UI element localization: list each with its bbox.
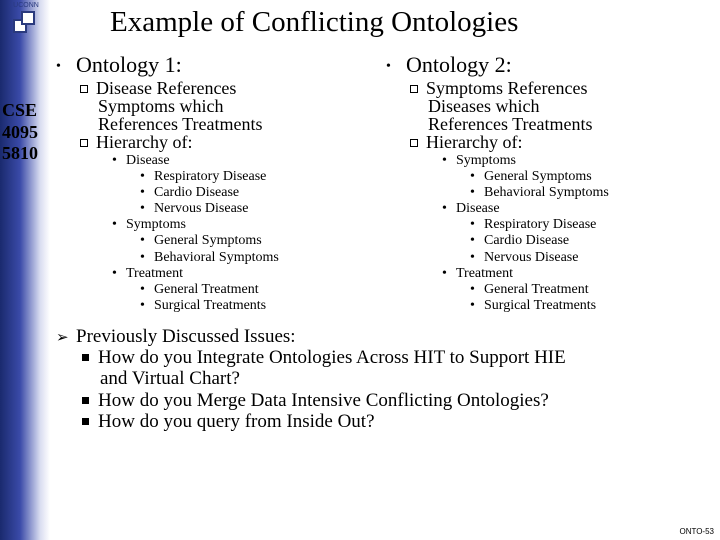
course-line-1: CSE: [2, 100, 38, 122]
issue-3: How do you query from Inside Out?: [56, 411, 716, 432]
ont2-ref-line3: References Treatments: [386, 115, 708, 133]
ont1-ref-line3: References Treatments: [56, 115, 378, 133]
issue-2: How do you Merge Data Intensive Conflict…: [56, 390, 716, 411]
issues-heading: ➢Previously Discussed Issues:: [56, 326, 716, 347]
ont1-ref-line1: Disease References: [56, 79, 378, 97]
ontology-2-heading: •Ontology 2:: [386, 52, 708, 78]
slide-title: Example of Conflicting Ontologies: [110, 6, 518, 39]
ontology-1-column: •Ontology 1: Disease References Symptoms…: [56, 52, 386, 314]
ont1-tree: •Disease •Respiratory Disease •Cardio Di…: [56, 153, 378, 314]
issue-1-line2: and Virtual Chart?: [56, 368, 716, 389]
ontology-2-column: •Ontology 2: Symptoms References Disease…: [386, 52, 716, 314]
slide-content: •Ontology 1: Disease References Symptoms…: [56, 52, 716, 432]
ont2-tree: •Symptoms •General Symptoms •Behavioral …: [386, 153, 708, 314]
uconn-logo: UCONN: [2, 2, 50, 37]
ont2-ref-line2: Diseases which: [386, 97, 708, 115]
ontology-1-heading: •Ontology 1:: [56, 52, 378, 78]
ont2-hierarchy: Hierarchy of:: [386, 133, 708, 151]
issue-1-line1: How do you Integrate Ontologies Across H…: [56, 347, 716, 368]
course-line-3: 5810: [2, 143, 38, 165]
course-line-2: 4095: [2, 122, 38, 144]
logo-icon: [13, 11, 39, 37]
ont1-hierarchy: Hierarchy of:: [56, 133, 378, 151]
sidebar-gradient: [0, 0, 50, 540]
course-code: CSE 4095 5810: [2, 100, 38, 165]
logo-text: UCONN: [13, 2, 39, 9]
ont1-ref-line2: Symptoms which: [56, 97, 378, 115]
issues-section: ➢Previously Discussed Issues: How do you…: [56, 326, 716, 432]
slide-number: ONTO-53: [679, 527, 714, 536]
ont2-ref-line1: Symptoms References: [386, 79, 708, 97]
